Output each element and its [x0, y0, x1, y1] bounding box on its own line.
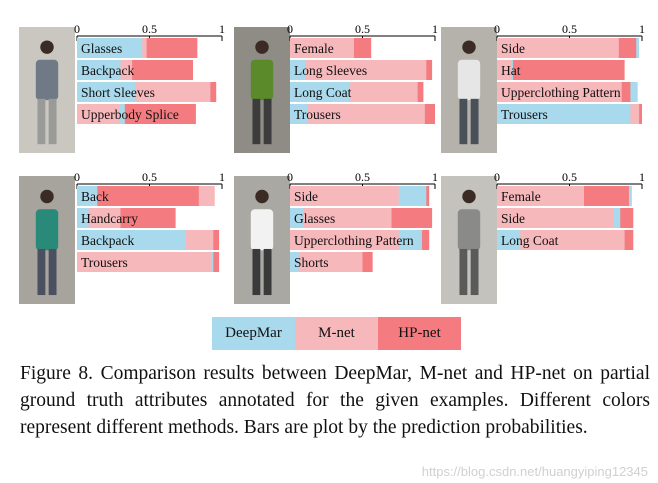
tick-label: 0.5: [355, 22, 370, 36]
tick-label: 0.5: [562, 22, 577, 36]
category-label: Handcarry: [81, 211, 138, 226]
chart-panel-2: 0 0.5 1 Female Long Sleeves Long Coat Trousers: [287, 22, 438, 124]
bar-deepmar-3: [77, 230, 186, 250]
category-label: Long Coat: [501, 233, 559, 248]
category-label: Female: [501, 189, 541, 204]
bar-deepmar-4: [497, 104, 631, 124]
tick-label: 0: [494, 22, 500, 36]
tick-label: 1: [432, 170, 438, 184]
bar-mnet-2: [497, 60, 512, 80]
pedestrian-photo-1: [19, 27, 75, 153]
category-label: Backpack: [81, 63, 134, 78]
bar-mnet-4: [290, 252, 363, 272]
chart-panel-5: 0 0.5 1 Side Glasses Upperclothing Pattern Sho…: [287, 170, 438, 272]
category-label: Backpack: [81, 233, 134, 248]
bar-deepmar-4: [290, 252, 299, 272]
tick-label: 0: [287, 22, 293, 36]
bar-hpnet-2: [497, 60, 625, 80]
tick-label: 0: [287, 170, 293, 184]
bar-deepmar-3: [290, 82, 350, 102]
bar-mnet-1: [497, 38, 619, 58]
bar-mnet-3: [290, 230, 399, 250]
category-label: Side: [501, 211, 525, 226]
bar-mnet-4: [77, 252, 212, 272]
category-label: Upperclothing Pattern: [501, 85, 621, 100]
bar-mnet-1: [497, 186, 584, 206]
bar-deepmar-1: [77, 38, 143, 58]
category-label: Shorts: [294, 255, 329, 270]
bar-mnet-3: [497, 82, 622, 102]
category-label: Short Sleeves: [81, 85, 155, 100]
tick-label: 0.5: [355, 170, 370, 184]
legend-item-mnet: M-net: [295, 317, 378, 350]
tick-label: 1: [219, 170, 225, 184]
legend: DeepMar M-net HP-net: [212, 317, 461, 350]
category-label: Trousers: [294, 107, 341, 122]
bar-deepmar-3: [77, 82, 135, 102]
tick-label: 0.5: [142, 22, 157, 36]
bar-mnet-1: [290, 38, 354, 58]
category-label: Back: [81, 189, 109, 204]
tick-label: 1: [639, 22, 645, 36]
watermark: https://blog.csdn.net/huangyiping12345: [421, 464, 648, 479]
bar-mnet-3: [497, 230, 625, 250]
bar-mnet-2: [290, 60, 427, 80]
bar-deepmar-4: [290, 104, 308, 124]
pedestrian-photo-5: [234, 176, 290, 304]
figure-caption: Figure 8. Comparison results between Dee…: [20, 363, 650, 438]
legend-item-hpnet: HP-net: [378, 317, 461, 350]
category-label: Upperbody Splice: [81, 107, 179, 122]
bar-deepmar-3: [497, 230, 521, 250]
tick-label: 0: [74, 22, 80, 36]
bar-deepmar-2: [290, 60, 306, 80]
category-label: Glasses: [81, 41, 122, 56]
bar-deepmar-2: [77, 208, 89, 228]
bar-hpnet-1: [77, 186, 199, 206]
tick-label: 0.5: [142, 170, 157, 184]
category-label: Hat: [501, 63, 521, 78]
pedestrian-photo-3: [441, 27, 497, 153]
category-label: Female: [294, 41, 334, 56]
bar-mnet-1: [290, 186, 399, 206]
bar-deepmar-2: [290, 208, 304, 228]
tick-label: 0: [74, 170, 80, 184]
chart-panel-1: 0 0.5 1 Glasses Backpack Short Sleeves Upperbo…: [74, 22, 225, 124]
tick-label: 0: [494, 170, 500, 184]
tick-label: 1: [639, 170, 645, 184]
chart-panel-3: 0 0.5 1 Side Hat Upperclothing Pattern Trouser…: [494, 22, 645, 124]
category-label: Glasses: [294, 211, 335, 226]
bar-mnet-2: [497, 208, 613, 228]
tick-label: 1: [432, 22, 438, 36]
category-label: Long Coat: [294, 85, 352, 100]
chart-panel-4: 0 0.5 1 Back Handcarry Backpack Trousers: [74, 170, 225, 272]
bar-mnet-4: [77, 104, 120, 124]
pedestrian-photo-2: [234, 27, 290, 153]
tick-label: 1: [219, 22, 225, 36]
legend-item-deepmar: DeepMar: [212, 317, 295, 350]
category-label: Trousers: [81, 255, 128, 270]
bar-deepmar-1: [77, 186, 98, 206]
category-label: Side: [501, 41, 525, 56]
bar-mnet-2: [290, 208, 392, 228]
tick-label: 0.5: [562, 170, 577, 184]
bar-deepmar-2: [77, 60, 121, 80]
category-label: Long Sleeves: [294, 63, 367, 78]
category-label: Upperclothing Pattern: [294, 233, 414, 248]
category-label: Trousers: [501, 107, 548, 122]
chart-panel-6: 0 0.5 1 Female Side Long Coat: [494, 170, 645, 250]
category-label: Side: [294, 189, 318, 204]
bar-mnet-4: [290, 104, 425, 124]
pedestrian-photo-4: [19, 176, 75, 304]
pedestrian-photo-6: [441, 176, 497, 304]
